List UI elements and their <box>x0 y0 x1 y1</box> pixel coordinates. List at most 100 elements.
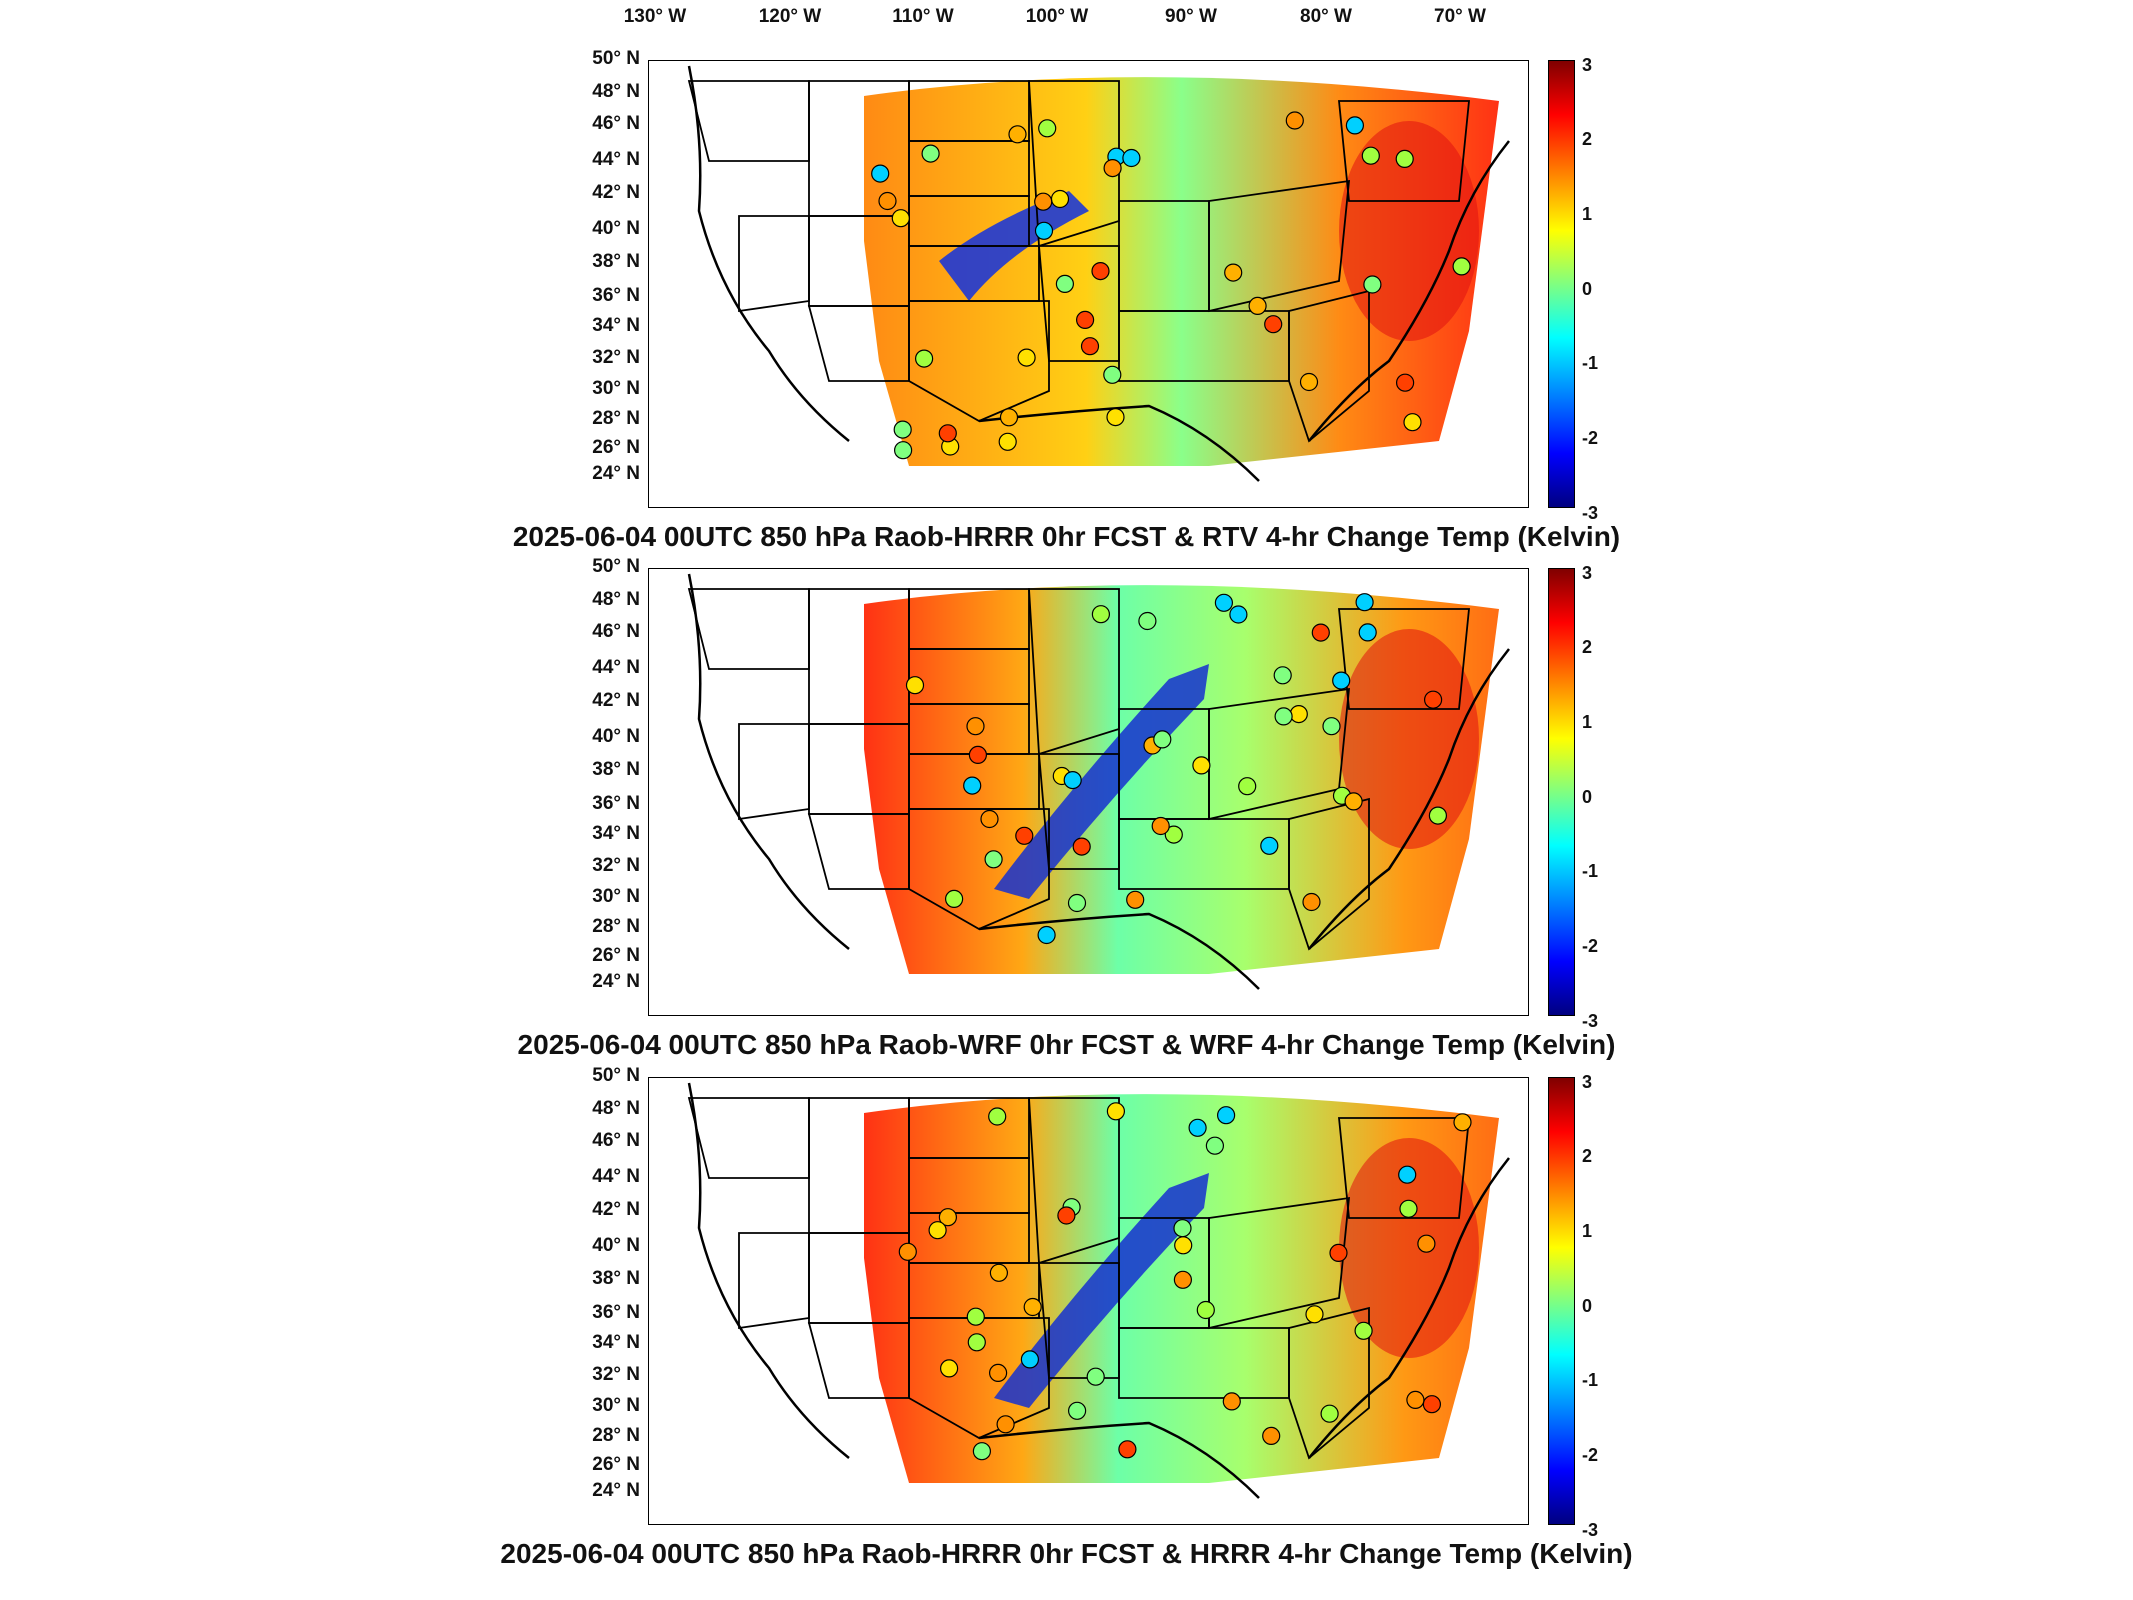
raob-station-marker <box>1406 1390 1425 1409</box>
colorbar-tick-label: -2 <box>1582 1445 1599 1465</box>
lat-label: 42° N <box>592 1199 640 1220</box>
raob-station-marker <box>1344 792 1363 811</box>
raob-station-marker <box>938 1208 957 1227</box>
panel-title: 2025-06-04 00UTC 850 hPa Raob-WRF 0hr FC… <box>517 1029 1616 1060</box>
raob-station-marker <box>1126 890 1145 909</box>
raob-station-marker <box>878 191 897 211</box>
raob-station-marker <box>1067 893 1087 913</box>
state-boundary <box>687 588 810 670</box>
raob-station-marker <box>1358 623 1377 642</box>
lat-label: 44° N <box>592 1166 640 1187</box>
lat-label: 36° N <box>592 285 640 306</box>
raob-station-marker <box>1050 189 1070 209</box>
lat-label: 42° N <box>592 182 640 203</box>
lat-label: 34° N <box>592 823 640 844</box>
raob-station-marker <box>1091 262 1110 281</box>
state-boundary <box>1338 100 1470 202</box>
lon-label-80w: 80° W <box>1300 6 1352 27</box>
raob-station-marker <box>905 676 925 695</box>
state-boundary <box>738 1232 810 1330</box>
raob-station-marker <box>1086 1367 1105 1386</box>
raob-station-marker <box>1196 1300 1215 1320</box>
lat-label: 24° N <box>592 971 640 992</box>
lat-label: 42° N <box>592 690 640 711</box>
raob-station-marker <box>938 424 957 443</box>
raob-station-marker <box>1260 836 1279 855</box>
colorbar-tick-label: -2 <box>1582 936 1599 956</box>
raob-station-marker <box>1173 1219 1192 1238</box>
panel-rtv: 50° N 48° N 46° N 44° N 42° N 40° N 38° N 36° N… <box>0 48 2133 570</box>
raob-station-marker <box>1299 372 1319 392</box>
raob-station-marker <box>1216 1106 1236 1125</box>
raob-station-marker <box>1222 1392 1241 1411</box>
model-domain-field <box>864 77 1499 467</box>
raob-station-marker <box>1151 816 1170 836</box>
raob-station-marker <box>988 1107 1007 1126</box>
raob-station-marker <box>1118 1440 1137 1459</box>
raob-station-marker <box>968 745 987 764</box>
state-boundary <box>687 80 810 162</box>
raob-station-marker <box>1103 158 1122 178</box>
panel-title: 2025-06-04 00UTC 850 hPa Raob-HRRR 0hr F… <box>512 521 1621 552</box>
raob-station-marker <box>1034 221 1054 240</box>
raob-station-marker <box>893 420 912 439</box>
lat-label: 46° N <box>592 113 640 134</box>
lat-label: 36° N <box>592 793 640 814</box>
raob-station-marker <box>1106 1102 1125 1121</box>
colorbar-tick-label: 1 <box>1582 1221 1593 1241</box>
colorbar-tick-label: 0 <box>1582 787 1593 807</box>
state-boundary <box>1338 1117 1470 1219</box>
lat-label: 32° N <box>592 347 640 368</box>
colorbar-tick-label: 1 <box>1582 204 1593 224</box>
raob-station-marker <box>1329 1243 1348 1262</box>
state-boundary <box>908 808 1050 931</box>
raob-station-marker <box>1103 365 1122 384</box>
raob-station-marker <box>1023 1297 1042 1317</box>
raob-station-marker <box>1274 707 1293 726</box>
colorbar-tick-label: -2 <box>1582 428 1599 448</box>
raob-station-marker <box>1068 1401 1087 1420</box>
lat-label: 26° N <box>592 437 640 458</box>
raob-station-marker <box>1452 257 1471 276</box>
lon-label-70w: 70° W <box>1434 6 1486 27</box>
raob-station-marker <box>1363 275 1382 294</box>
lat-label: 28° N <box>592 916 640 937</box>
lat-label: 50° N <box>592 1065 640 1086</box>
raob-station-marker <box>1403 413 1422 432</box>
state-boundary <box>738 723 810 821</box>
raob-station-marker <box>1173 1270 1193 1289</box>
raob-station-marker <box>1020 1350 1039 1369</box>
state-boundary <box>1288 1306 1370 1460</box>
lat-label: 24° N <box>592 1480 640 1501</box>
raob-station-marker <box>1138 611 1157 631</box>
raob-station-marker <box>894 441 913 460</box>
raob-station-marker <box>1422 1395 1442 1414</box>
raob-station-marker <box>1192 756 1211 775</box>
lon-label-120w: 120° W <box>758 6 822 27</box>
warm-anomaly-region <box>1339 629 1479 849</box>
coastline <box>687 573 1510 990</box>
lat-label: 50° N <box>592 48 640 69</box>
lat-label: 48° N <box>592 1098 640 1119</box>
lat-label: 34° N <box>592 1332 640 1353</box>
raob-station-marker <box>1332 671 1351 690</box>
raob-station-marker <box>928 1221 947 1240</box>
raob-station-marker <box>1017 348 1036 367</box>
raob-station-marker <box>1034 192 1053 211</box>
lat-label: 26° N <box>592 945 640 966</box>
lat-label: 30° N <box>592 378 640 399</box>
lat-label: 46° N <box>592 1130 640 1151</box>
raob-station-marker <box>1264 315 1283 334</box>
colorbar-tick-label: 0 <box>1582 1296 1593 1316</box>
raob-station-marker <box>1229 605 1248 624</box>
raob-station-marker <box>1037 925 1056 945</box>
raob-station-marker <box>1015 826 1034 845</box>
raob-station-marker <box>1091 605 1110 624</box>
raob-station-marker <box>915 349 934 368</box>
raob-station-marker <box>1311 623 1330 642</box>
raob-station-marker <box>966 1307 985 1326</box>
colorbar-tick-label: -3 <box>1582 1520 1599 1540</box>
lat-label: 38° N <box>592 251 640 272</box>
raob-station-marker <box>1188 1118 1207 1137</box>
